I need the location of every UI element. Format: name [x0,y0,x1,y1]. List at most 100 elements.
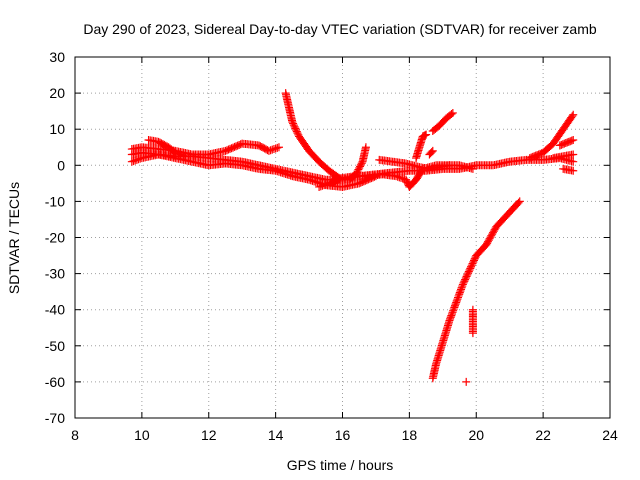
data-point [132,155,141,164]
data-point [454,293,463,302]
data-point [457,285,466,294]
data-point [320,181,329,190]
data-point [420,131,429,140]
data-point [266,146,275,155]
y-tick-labels: -70 -60 -50 -40 -30 -20 -10 0 10 20 30 [45,49,65,426]
data-point [449,305,458,314]
x-tick-label: 14 [268,427,284,443]
data-point [456,286,465,295]
data-point [515,197,524,206]
axis-ticks [74,56,611,419]
data-point [446,314,455,323]
x-tick-label: 10 [134,427,150,443]
series-arc-j [428,108,457,136]
data-point [569,150,578,159]
data-point [398,174,407,183]
data-point [136,154,145,163]
data-point [129,157,138,166]
x-tick-label: 12 [201,427,217,443]
data-point [569,110,578,119]
series-arc-m [468,305,477,338]
data-point [450,303,459,312]
x-tick-label: 18 [402,427,418,443]
data-point [318,181,327,190]
data-point [449,306,458,315]
y-tick-label: -70 [45,410,65,426]
y-tick-label: 10 [49,121,65,137]
y-tick-label: -60 [45,374,65,390]
x-tick-label: 24 [602,427,618,443]
data-point [428,146,437,155]
data-point [427,148,436,157]
data-point [395,173,404,182]
data-point [468,329,477,338]
data-point [273,143,282,152]
data-point [448,308,457,317]
data-point [179,151,188,160]
data-point [178,151,186,160]
series-arc-e [281,89,370,184]
data-point [171,148,180,157]
data-point [447,311,456,320]
series-arc-k [428,197,524,383]
chart-title: Day 290 of 2023, Sidereal Day-to-day VTE… [83,21,596,37]
data-point [271,144,280,153]
data-point [392,172,400,181]
data-point [445,316,454,325]
data-point [321,180,330,189]
data-point [569,166,578,175]
series-arc-n [525,110,578,163]
x-axis-label: GPS time / hours [287,457,394,473]
data-point [269,145,278,154]
series-arc-h [412,130,431,163]
series-arc-b [127,150,380,191]
y-tick-label: -50 [45,338,65,354]
data-point [453,295,462,304]
data-point [274,143,283,152]
data-point [451,300,460,309]
data-point [455,288,464,297]
data-point [397,173,406,182]
data-point [393,172,402,181]
data-point [514,198,523,207]
data-point [454,291,463,300]
data-points [127,89,578,386]
series-arc-f [315,161,454,191]
data-point [172,149,181,158]
series-arc-i [425,146,437,159]
data-point [422,130,431,139]
data-point [448,108,457,117]
data-point [131,156,140,165]
data-point [181,152,190,161]
x-tick-label: 22 [535,427,551,443]
y-tick-label: -30 [45,266,65,282]
data-point [264,146,273,155]
data-point [450,301,459,310]
data-point [452,296,461,305]
series-arc-o [555,136,578,150]
y-tick-label: -20 [45,230,65,246]
y-tick-label: 20 [49,85,65,101]
data-point [176,150,185,159]
data-point [452,298,461,307]
series-arc-d [144,136,190,161]
y-axis-label: SDTVAR / TECUs [6,182,22,294]
data-point [455,290,464,299]
data-point [316,182,325,191]
data-point [174,149,183,158]
x-tick-label: 16 [335,427,351,443]
y-tick-label: -10 [45,193,65,209]
data-point [315,182,324,191]
series-arc-g [375,155,477,173]
series-arc-q [559,164,578,175]
data-point [361,143,370,152]
data-point [134,155,143,164]
y-tick-label: -40 [45,302,65,318]
data-point [127,157,136,166]
data-point [268,145,277,154]
data-point [462,377,471,386]
data-point [457,283,466,292]
data-point [447,309,456,318]
x-tick-label: 20 [468,427,484,443]
